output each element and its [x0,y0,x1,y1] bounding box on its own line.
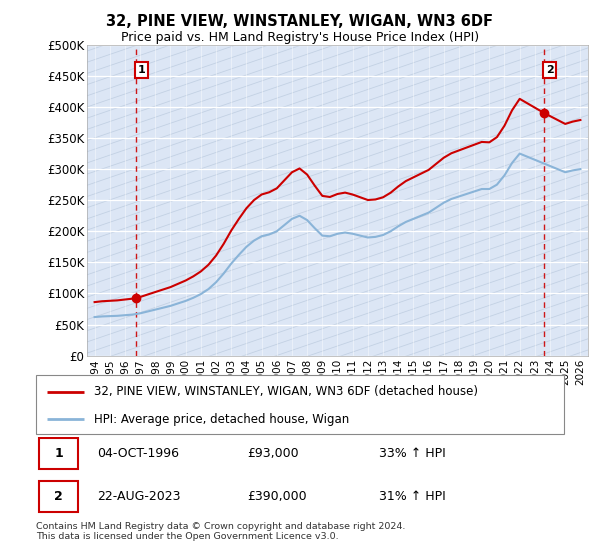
Text: 2: 2 [546,65,554,75]
Text: 22-AUG-2023: 22-AUG-2023 [97,491,180,503]
Text: 33% ↑ HPI: 33% ↑ HPI [379,447,446,460]
FancyBboxPatch shape [36,375,564,434]
Text: 32, PINE VIEW, WINSTANLEY, WIGAN, WN3 6DF: 32, PINE VIEW, WINSTANLEY, WIGAN, WN3 6D… [107,14,493,29]
Text: £93,000: £93,000 [247,447,299,460]
Text: Price paid vs. HM Land Registry's House Price Index (HPI): Price paid vs. HM Land Registry's House … [121,31,479,44]
Text: 32, PINE VIEW, WINSTANLEY, WIGAN, WN3 6DF (detached house): 32, PINE VIEW, WINSTANLEY, WIGAN, WN3 6D… [94,385,478,398]
Text: Contains HM Land Registry data © Crown copyright and database right 2024.
This d: Contains HM Land Registry data © Crown c… [36,522,406,542]
Text: 31% ↑ HPI: 31% ↑ HPI [379,491,446,503]
Text: 04-OCT-1996: 04-OCT-1996 [97,447,179,460]
Text: 1: 1 [55,447,63,460]
Text: £390,000: £390,000 [247,491,307,503]
Text: HPI: Average price, detached house, Wigan: HPI: Average price, detached house, Wiga… [94,413,349,426]
FancyBboxPatch shape [38,438,78,469]
Text: 1: 1 [138,65,146,75]
Text: 2: 2 [55,491,63,503]
FancyBboxPatch shape [38,482,78,512]
